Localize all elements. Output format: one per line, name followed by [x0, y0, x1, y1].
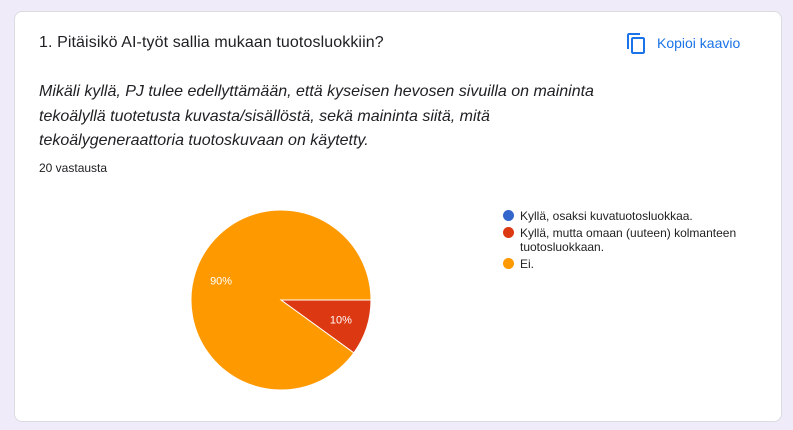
- legend-dot: [503, 227, 514, 238]
- copy-chart-label: Kopioi kaavio: [657, 35, 741, 51]
- legend-label: Kyllä, osaksi kuvatuotosluokkaa.: [520, 209, 693, 223]
- legend-item: Kyllä, mutta omaan (uuteen) kolmanteen t…: [503, 226, 753, 254]
- pie-label-1: 10%: [330, 314, 352, 326]
- legend-label: Kyllä, mutta omaan (uuteen) kolmanteen t…: [520, 226, 737, 254]
- pie-slice-2: [190, 209, 372, 391]
- response-count: 20 vastausta: [39, 161, 108, 175]
- copy-chart-button[interactable]: Kopioi kaavio: [627, 28, 740, 58]
- chart-legend: Kyllä, osaksi kuvatuotosluokkaa. Kyllä, m…: [503, 209, 753, 274]
- copy-icon: [627, 32, 645, 54]
- question-card: 1. Pitäisikö AI-työt sallia mukaan tuoto…: [14, 11, 782, 422]
- legend-dot: [503, 210, 514, 221]
- pie-chart: 10% 90%: [190, 209, 372, 391]
- legend-label: Ei.: [520, 257, 535, 271]
- legend-item: Ei.: [503, 257, 753, 271]
- question-title: 1. Pitäisikö AI-työt sallia mukaan tuoto…: [39, 34, 384, 51]
- legend-item: Kyllä, osaksi kuvatuotosluokkaa.: [503, 209, 753, 223]
- question-description: Mikäli kyllä, PJ tulee edellyttämään, et…: [39, 83, 594, 149]
- legend-dot: [503, 258, 514, 269]
- pie-label-2: 90%: [210, 276, 232, 288]
